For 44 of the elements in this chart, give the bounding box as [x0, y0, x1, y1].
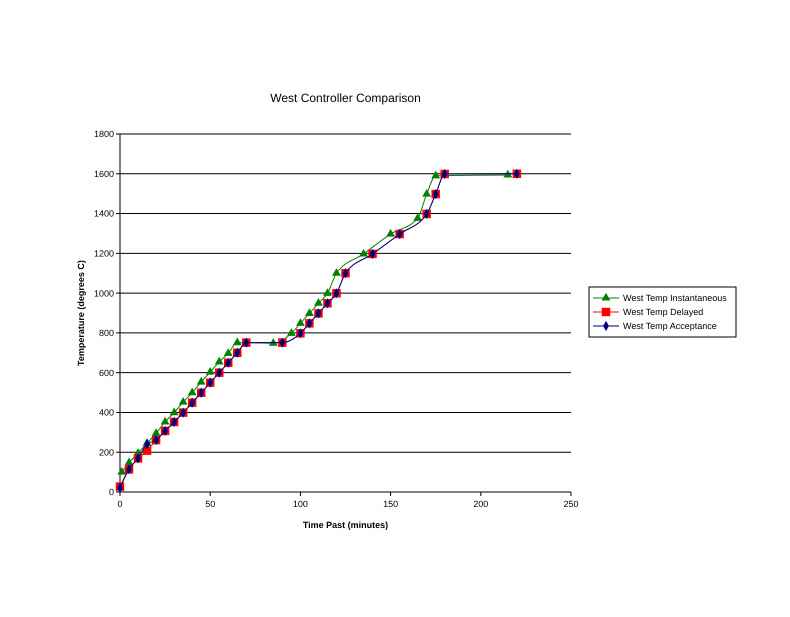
legend-label: West Temp Acceptance — [623, 321, 717, 332]
point — [117, 466, 126, 475]
point — [422, 188, 432, 197]
point — [232, 338, 242, 346]
point — [206, 366, 215, 375]
point — [170, 408, 179, 416]
point — [286, 328, 296, 336]
x-tick-label: 50 — [205, 499, 216, 509]
point — [304, 308, 314, 316]
x-tick-label: 200 — [473, 499, 488, 509]
point — [314, 298, 323, 306]
y-tick-label: 600 — [98, 368, 114, 378]
point — [152, 428, 161, 436]
point — [188, 388, 197, 396]
y-tick-label: 400 — [98, 408, 114, 418]
y-axis-title: Temperature (degrees C) — [76, 260, 86, 366]
y-tick-label: 1600 — [94, 168, 114, 179]
legend-label: West Temp Instantaneous — [623, 293, 728, 304]
point — [359, 248, 368, 256]
point — [196, 376, 206, 385]
y-tick-label: 800 — [98, 328, 114, 338]
point — [332, 268, 341, 276]
point — [296, 318, 305, 326]
y-tick-label: 1400 — [94, 208, 114, 219]
point — [224, 348, 233, 356]
point — [431, 170, 440, 178]
x-tick-label: 100 — [292, 499, 308, 509]
point — [214, 356, 224, 364]
y-tick-label: 0 — [108, 487, 114, 498]
y-tick-label: 1200 — [94, 248, 114, 258]
x-tick-label: 250 — [563, 499, 579, 509]
point — [323, 288, 332, 296]
x-tick-label: 0 — [117, 499, 123, 509]
point — [413, 213, 422, 221]
y-tick-label: 1000 — [94, 288, 114, 298]
x-axis-title: Time Past (minutes) — [302, 520, 388, 530]
point — [386, 228, 396, 237]
y-tick-label: 200 — [98, 447, 114, 458]
y-tick-label: 1800 — [94, 129, 114, 140]
legend-label: West Temp Delayed — [623, 307, 704, 318]
point — [160, 416, 170, 425]
chart-title: West Controller Comparison — [270, 91, 421, 105]
point — [178, 396, 188, 405]
x-tick-label: 150 — [383, 499, 398, 509]
